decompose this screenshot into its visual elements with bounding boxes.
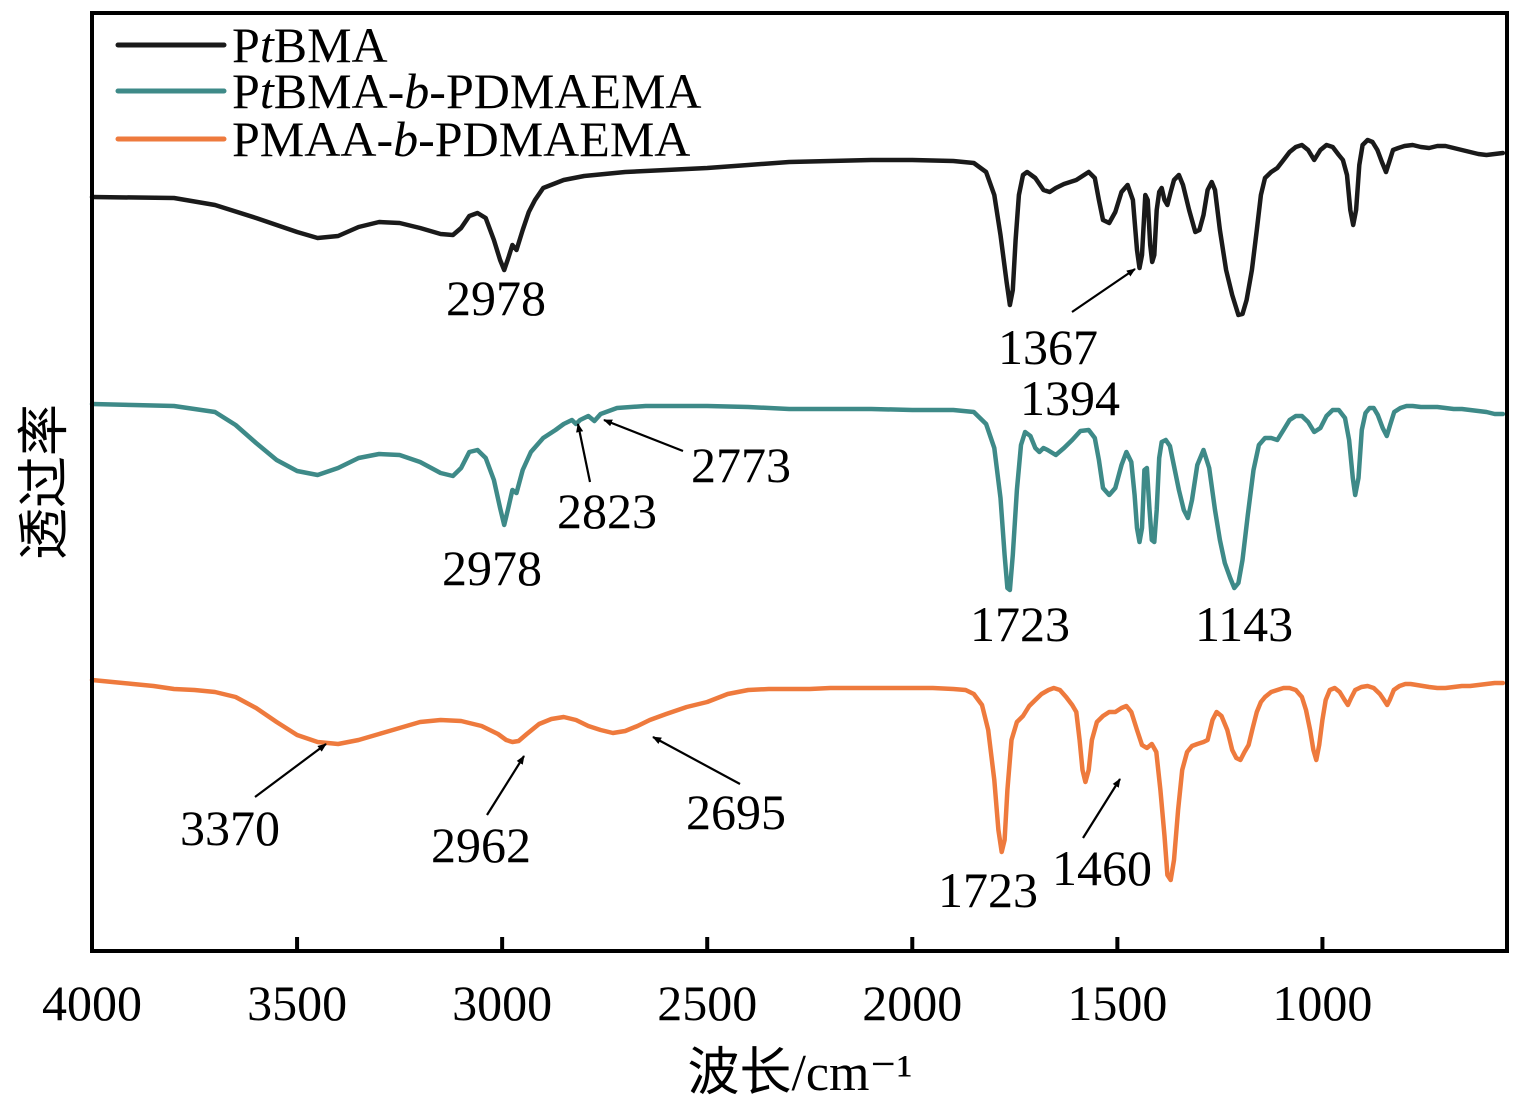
legend: PtBMA PtBMA-b-PDMAEMA PMAA-b-PDMAEMA [115, 17, 702, 167]
legend-label-ptbma-b-pdmaema: PtBMA-b-PDMAEMA [232, 63, 702, 119]
annotation-arrow-1367 [1071, 268, 1136, 313]
series-line-pmaa-b-pdmaema [89, 677, 1506, 883]
annotation-pmaa-2695: 2695 [686, 784, 786, 840]
annotation-ptbma-1367: 1367 [998, 319, 1098, 375]
plot-frame [90, 11, 1509, 953]
y-axis-title: 透过率 [17, 404, 74, 560]
annotations: 2978 1367 1394 2978 2823 2773 1723 1143 … [180, 268, 1293, 918]
x-tick-label-3000: 3000 [452, 975, 552, 1031]
annotation-copolymer-2823: 2823 [557, 483, 657, 539]
annotation-arrow-2695 [652, 736, 741, 785]
x-tick-label-3500: 3500 [247, 975, 347, 1031]
annotation-pmaa-3370: 3370 [180, 800, 280, 856]
x-tick-label-1000: 1000 [1272, 975, 1372, 1031]
x-tick-label-2000: 2000 [862, 975, 962, 1031]
x-axis-title: 波长/cm⁻¹ [687, 1045, 912, 1102]
annotation-copolymer-2773: 2773 [691, 437, 791, 493]
annotation-copolymer-2978: 2978 [442, 540, 542, 596]
annotation-arrow-2773 [603, 418, 684, 453]
legend-label-ptbma: PtBMA [232, 17, 388, 73]
series-line-ptbma [89, 137, 1506, 318]
x-axis-ticks: 4000 3500 3000 2500 2000 1500 1000 [42, 937, 1372, 1031]
x-tick-label-2500: 2500 [657, 975, 757, 1031]
series-layer [89, 137, 1506, 883]
x-tick-label-4000: 4000 [42, 975, 142, 1031]
annotation-arrow-2962 [486, 755, 525, 816]
annotation-copolymer-1723: 1723 [970, 596, 1070, 652]
annotation-pmaa-1723: 1723 [938, 862, 1038, 918]
annotation-pmaa-1460: 1460 [1052, 840, 1152, 896]
legend-label-pmaa-b-pdmaema: PMAA-b-PDMAEMA [232, 111, 690, 167]
annotation-arrow-2823 [576, 423, 592, 483]
annotation-ptbma-2978: 2978 [446, 270, 546, 326]
annotation-arrow-1460 [1082, 778, 1121, 839]
annotation-ptbma-1394: 1394 [1020, 370, 1120, 426]
series-line-ptbma-b-pdmaema [89, 401, 1506, 593]
annotation-arrow-3370 [254, 743, 327, 798]
annotation-copolymer-1143: 1143 [1195, 596, 1293, 652]
x-tick-label-1500: 1500 [1067, 975, 1167, 1031]
annotation-pmaa-2962: 2962 [431, 817, 531, 873]
